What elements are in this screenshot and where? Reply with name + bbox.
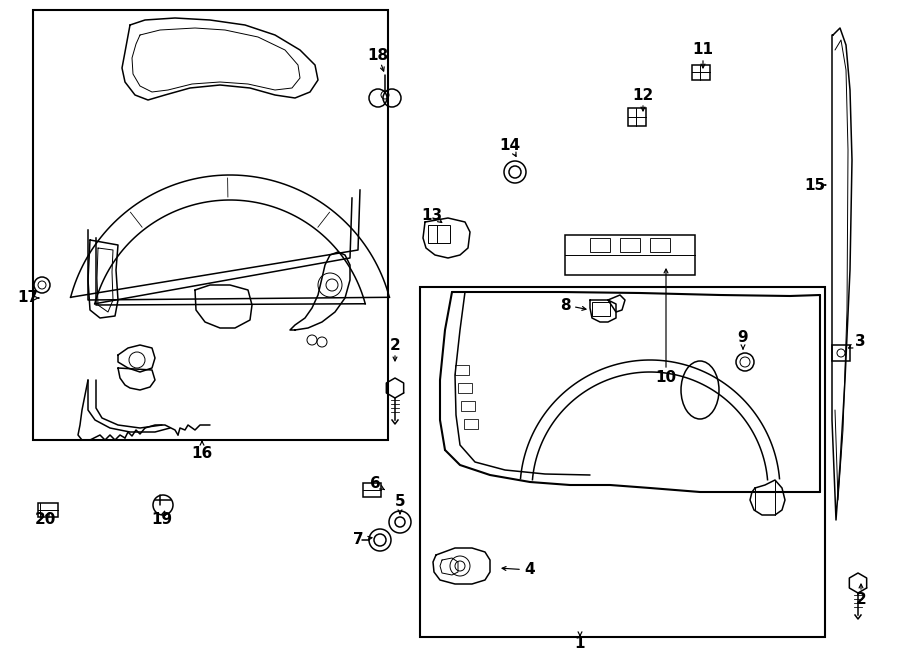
Text: 2: 2 <box>390 338 400 352</box>
Text: 9: 9 <box>738 330 748 346</box>
Bar <box>33 10 388 440</box>
Bar <box>692 65 710 80</box>
Bar <box>592 302 610 316</box>
Text: 20: 20 <box>34 512 56 527</box>
Text: 4: 4 <box>525 563 535 578</box>
Bar <box>420 287 825 637</box>
Bar <box>38 503 58 517</box>
Text: 7: 7 <box>353 533 364 547</box>
Text: 6: 6 <box>370 477 381 492</box>
Bar <box>620 238 640 252</box>
Bar <box>590 238 610 252</box>
Text: 16: 16 <box>192 446 212 461</box>
Text: 11: 11 <box>692 42 714 58</box>
Text: 1: 1 <box>575 635 585 650</box>
Text: 3: 3 <box>855 334 865 350</box>
Bar <box>363 483 381 497</box>
Text: 10: 10 <box>655 371 677 385</box>
Bar <box>832 345 850 361</box>
Bar <box>455 365 469 375</box>
Text: 15: 15 <box>805 178 825 192</box>
Text: 13: 13 <box>421 208 443 223</box>
Text: 2: 2 <box>856 592 867 607</box>
Text: 12: 12 <box>633 87 653 102</box>
Text: 8: 8 <box>560 297 571 313</box>
Bar <box>428 225 450 243</box>
Bar <box>458 383 472 393</box>
Text: 5: 5 <box>395 494 405 510</box>
Text: 17: 17 <box>17 290 39 305</box>
Bar <box>565 235 695 275</box>
Bar <box>464 419 478 429</box>
Bar <box>461 401 475 411</box>
Text: 18: 18 <box>367 48 389 63</box>
Bar <box>650 238 670 252</box>
Text: 19: 19 <box>151 512 173 527</box>
Text: 14: 14 <box>500 137 520 153</box>
Bar <box>628 108 646 126</box>
